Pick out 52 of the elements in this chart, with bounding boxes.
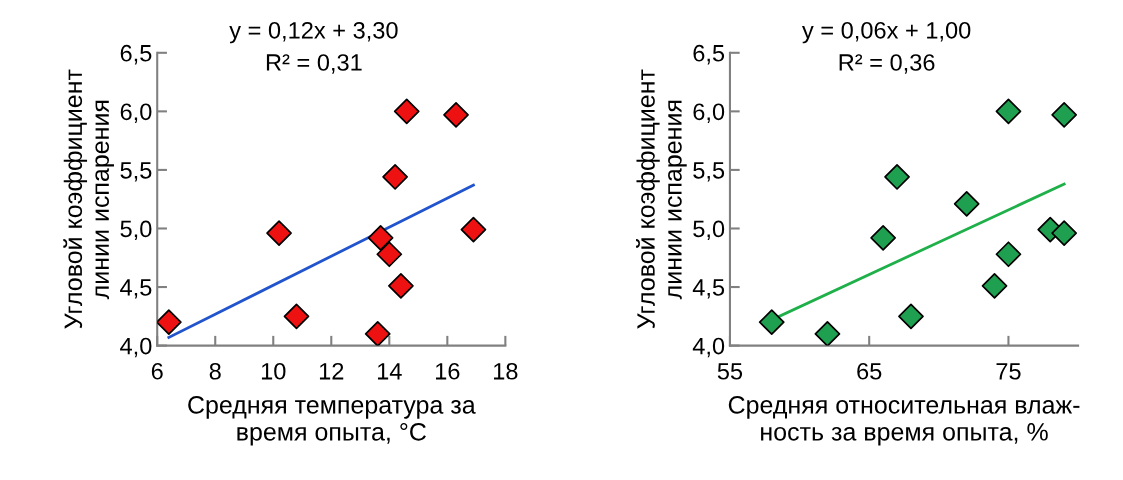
point	[870, 224, 896, 251]
annotation: R² = 0,36	[839, 54, 935, 74]
x-tick-label: 10	[261, 362, 286, 380]
point	[1051, 102, 1078, 128]
point	[953, 191, 980, 217]
text: y = 0,06x + 1,00	[802, 21, 971, 44]
y-tick-label: 5,0	[693, 220, 725, 241]
y-axis-title: Угловой коэффициент линии испарения	[63, 69, 114, 329]
point	[266, 220, 292, 247]
point	[283, 303, 310, 330]
point	[382, 164, 408, 190]
x-tick-label: 75	[996, 363, 1021, 380]
x-axis-title: Средняя температура за время опыта, °C	[188, 396, 476, 446]
x-tick-label: 65	[857, 362, 882, 380]
point	[884, 164, 910, 190]
y-tick-label: 6,5	[693, 44, 725, 65]
point	[388, 273, 414, 299]
point	[443, 102, 469, 128]
x-tick-label: 18	[494, 362, 518, 380]
x-tick-label: 55	[717, 363, 743, 380]
point	[157, 309, 182, 336]
y-tick-label: 6,0	[693, 103, 725, 123]
point	[393, 98, 420, 125]
x-tick-label: 6	[151, 362, 163, 380]
y-tick-label: 4,5	[120, 279, 152, 299]
y-tick-label: 5,5	[693, 162, 725, 182]
annotation: R² = 0,31	[266, 54, 362, 74]
y-tick-label: 4,0	[120, 337, 152, 358]
x-axis-title: Средняя относительная влаж- ность за время опыта, %	[728, 396, 1080, 446]
point	[981, 273, 1008, 299]
point	[758, 309, 785, 336]
text: y = 0,12x + 3,30	[229, 21, 398, 44]
point	[898, 303, 924, 330]
point	[376, 241, 403, 268]
y-axis-title: Угловой коэффициент линии испарения	[636, 69, 687, 329]
point	[1051, 220, 1078, 247]
y-tick-label: 4,5	[692, 279, 725, 299]
point	[995, 98, 1022, 125]
y-tick-label: 4,0	[692, 337, 725, 358]
y-tick-label: 5,0	[120, 220, 152, 241]
point	[364, 321, 391, 346]
y-tick-label: 5,5	[120, 162, 152, 182]
x-tick-label: 16	[436, 362, 460, 380]
point	[460, 216, 487, 243]
point	[814, 321, 841, 346]
y-tick-label: 6,0	[120, 103, 152, 123]
point	[367, 224, 394, 251]
x-tick-label: 14	[377, 363, 402, 380]
point	[995, 241, 1022, 268]
y-tick-label: 6,5	[120, 44, 152, 65]
x-tick-label: 8	[209, 362, 221, 380]
x-tick-label: 12	[319, 362, 344, 380]
